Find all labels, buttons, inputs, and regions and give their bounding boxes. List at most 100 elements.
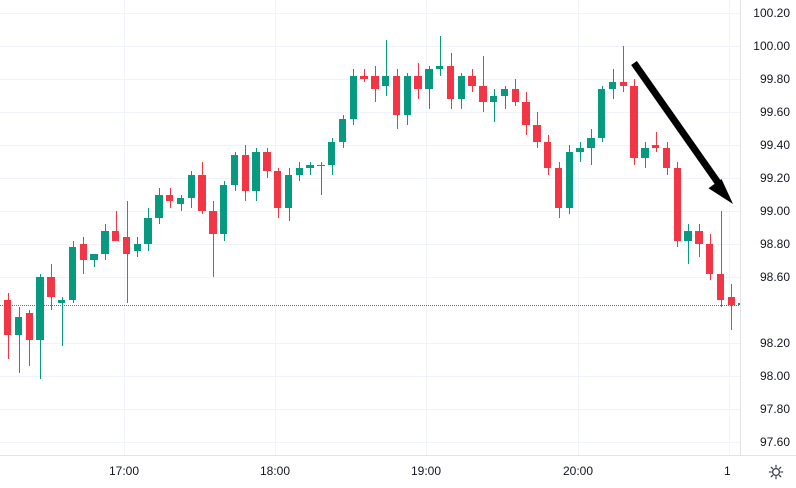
candle-wick — [19, 306, 20, 373]
candle-body[interactable] — [220, 184, 228, 235]
candle-wick — [213, 201, 214, 277]
candle-body[interactable] — [317, 164, 325, 167]
candle-wick — [440, 36, 441, 76]
gridline-vertical — [578, 0, 579, 455]
candle-body[interactable] — [382, 75, 390, 86]
candle-body[interactable] — [166, 194, 174, 202]
candle-body[interactable] — [58, 300, 66, 304]
candle-body[interactable] — [144, 217, 152, 244]
gridline-horizontal — [0, 277, 741, 278]
candle-body[interactable] — [468, 75, 476, 86]
price-tick-label: 98.00 — [759, 369, 790, 383]
candle-body[interactable] — [630, 85, 638, 159]
candle-body[interactable] — [436, 65, 444, 70]
candle-body[interactable] — [90, 253, 98, 261]
candle-body[interactable] — [533, 125, 541, 142]
candle-body[interactable] — [684, 230, 692, 241]
candle-body[interactable] — [112, 230, 120, 241]
candle-body[interactable] — [641, 148, 649, 159]
axis-divider — [740, 0, 741, 455]
candle-body[interactable] — [706, 243, 714, 274]
gridline-horizontal — [0, 79, 741, 80]
candle-body[interactable] — [619, 82, 627, 86]
time-tick-label: 17:00 — [108, 464, 140, 478]
candle-body[interactable] — [554, 168, 563, 208]
candle-body[interactable] — [79, 243, 87, 261]
candle-body[interactable] — [371, 75, 379, 90]
candle-wick — [321, 161, 322, 195]
candle-body[interactable] — [392, 75, 401, 116]
candle-body[interactable] — [133, 243, 141, 251]
candle-body[interactable] — [511, 89, 519, 103]
price-axis[interactable]: 100.20 100.00 99.80 99.60 99.40 99.20 99.00 98.… — [741, 0, 796, 455]
candle-body[interactable] — [209, 211, 217, 235]
candle-body[interactable] — [306, 164, 314, 169]
candle-wick — [656, 131, 657, 152]
candle-body[interactable] — [36, 276, 44, 340]
candle-body[interactable] — [695, 230, 703, 244]
candle-body[interactable] — [263, 151, 271, 172]
candle-body[interactable] — [47, 276, 55, 297]
candle-body[interactable] — [338, 118, 347, 142]
price-tick-label: 98.20 — [759, 336, 790, 350]
candle-body[interactable] — [252, 151, 260, 192]
candle-body[interactable] — [198, 174, 206, 211]
candle-body[interactable] — [425, 69, 433, 90]
candle-body[interactable] — [68, 247, 77, 301]
candle-body[interactable] — [241, 154, 249, 192]
candle-body[interactable] — [576, 148, 584, 152]
price-tick-label: 99.80 — [759, 72, 790, 86]
candle-body[interactable] — [587, 138, 595, 149]
gridline-horizontal — [0, 112, 741, 113]
candle-body[interactable] — [738, 303, 741, 305]
time-tick-label: 19:00 — [410, 464, 442, 478]
candle-body[interactable] — [176, 197, 185, 205]
candle-wick — [623, 46, 624, 93]
candle-body[interactable] — [403, 75, 411, 116]
chart-plot-area[interactable] — [0, 0, 741, 455]
candle-body[interactable] — [14, 316, 23, 335]
candle-body[interactable] — [500, 89, 509, 96]
candle-body[interactable] — [155, 194, 163, 218]
candle-body[interactable] — [652, 145, 660, 149]
candle-body[interactable] — [446, 65, 455, 99]
candle-wick — [688, 224, 689, 264]
candle-body[interactable] — [328, 141, 336, 165]
gridline-horizontal — [0, 376, 741, 377]
time-tick-label: 18:00 — [259, 464, 291, 478]
candle-body[interactable] — [598, 89, 606, 139]
gridline-vertical — [426, 0, 427, 455]
candle-body[interactable] — [479, 85, 487, 103]
candle-body[interactable] — [349, 75, 357, 119]
candle-body[interactable] — [295, 168, 303, 175]
candle-body[interactable] — [274, 171, 282, 208]
candle-body[interactable] — [673, 168, 681, 241]
gridline-horizontal — [0, 244, 741, 245]
candle-body[interactable] — [25, 313, 33, 340]
candle-body[interactable] — [360, 75, 368, 80]
candle-body[interactable] — [544, 141, 552, 169]
candle-body[interactable] — [230, 154, 239, 185]
candle-body[interactable] — [284, 174, 293, 208]
candle-body[interactable] — [414, 75, 422, 90]
candle-body[interactable] — [662, 148, 671, 169]
time-axis[interactable]: 17:00 18:00 19:00 20:00 1 — [0, 455, 796, 488]
candle-body[interactable] — [522, 102, 530, 126]
candle-body[interactable] — [122, 237, 131, 254]
chart-settings-button[interactable] — [764, 460, 788, 484]
candle-body[interactable] — [187, 174, 195, 198]
candle-body[interactable] — [716, 273, 725, 301]
candle-wick — [94, 253, 95, 268]
time-tick-label-truncated: 1 — [724, 464, 731, 478]
candle-wick — [494, 89, 495, 122]
candle-body[interactable] — [608, 82, 617, 90]
candle-body[interactable] — [101, 230, 109, 254]
candle-body[interactable] — [727, 296, 735, 305]
candle-body[interactable] — [457, 75, 465, 99]
candle-body[interactable] — [490, 95, 498, 103]
gear-icon — [768, 464, 784, 480]
gridline-vertical — [124, 0, 125, 455]
candle-body[interactable] — [4, 300, 12, 335]
candle-body[interactable] — [565, 151, 573, 208]
